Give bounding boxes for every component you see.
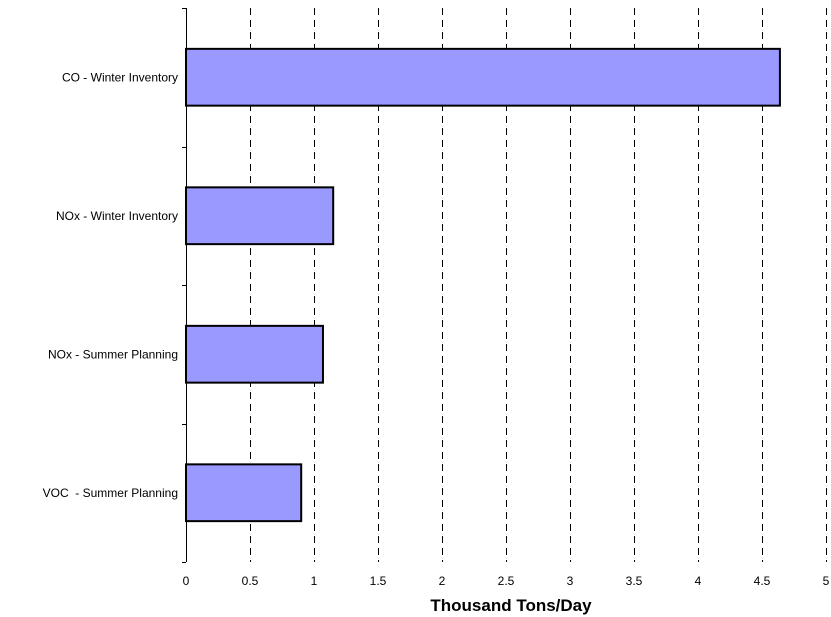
- bars: [185, 47, 781, 523]
- x-tick-label: 2.5: [498, 574, 515, 588]
- x-tick-label: 2: [439, 574, 446, 588]
- axes: [182, 8, 187, 563]
- category-label: CO - Winter Inventory: [62, 70, 178, 84]
- x-tick-label: 5: [823, 574, 830, 588]
- bar: [185, 324, 324, 384]
- category-label: NOx - Summer Planning: [48, 347, 178, 361]
- x-tick-label: 4: [695, 574, 702, 588]
- x-tick-label: 0: [183, 574, 190, 588]
- x-tick-labels: 0 0.5 1 1.5 2 2.5 3 3.5 4 4.5 5: [183, 574, 830, 588]
- category-labels: CO - Winter Inventory NOx - Winter Invent…: [43, 70, 178, 500]
- x-axis-title: Thousand Tons/Day: [430, 596, 592, 615]
- x-tick-label: 1.5: [370, 574, 387, 588]
- x-tick-label: 4.5: [754, 574, 771, 588]
- category-label: VOC - Summer Planning: [43, 486, 178, 500]
- x-tick-label: 0.5: [242, 574, 259, 588]
- bar: [185, 463, 303, 523]
- x-tick-label: 3.5: [626, 574, 643, 588]
- x-tick-label: 1: [311, 574, 318, 588]
- bar: [185, 186, 335, 246]
- bar: [185, 47, 781, 107]
- gridlines: [250, 8, 827, 562]
- category-label: NOx - Winter Inventory: [56, 209, 178, 223]
- x-tick-label: 3: [567, 574, 574, 588]
